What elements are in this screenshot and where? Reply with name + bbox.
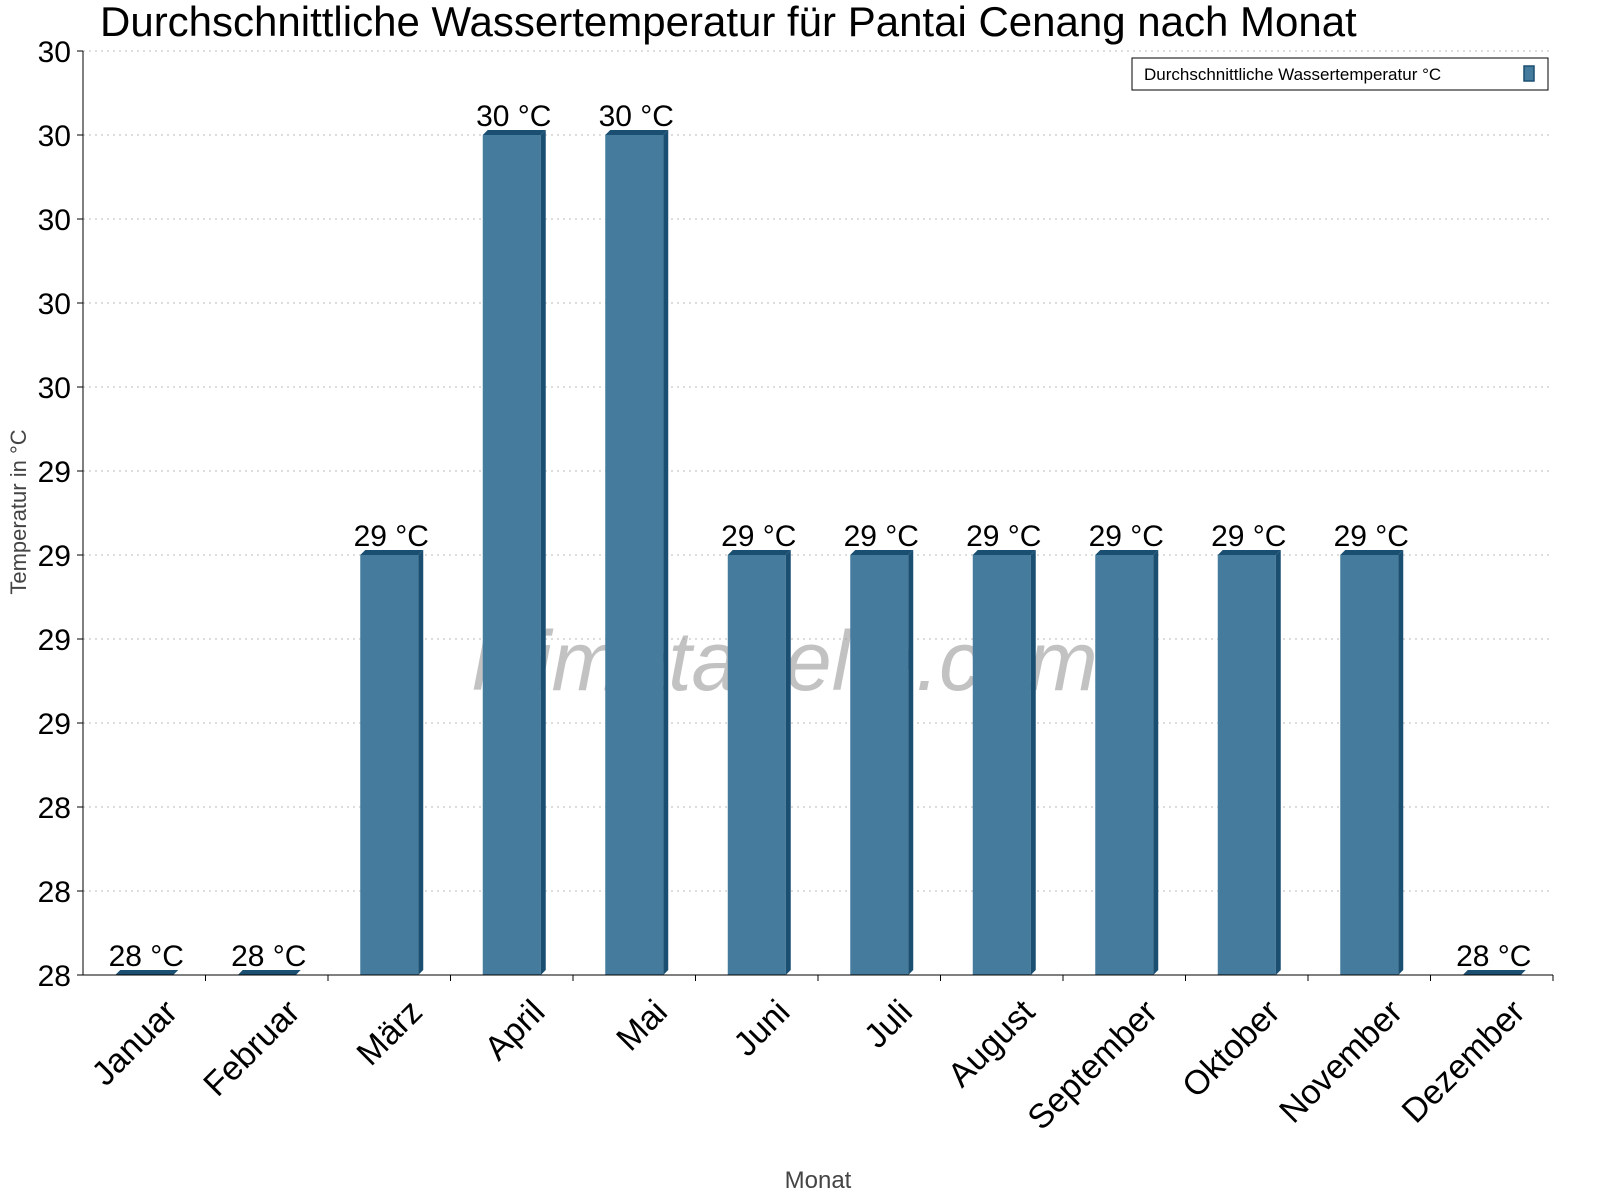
data-label: 28 °C <box>231 940 306 973</box>
bar-face <box>482 135 541 975</box>
bar-top <box>237 970 301 975</box>
bar-side <box>1275 550 1281 975</box>
x-tick-label: Mai <box>609 993 675 1059</box>
bar-side <box>540 130 546 975</box>
bar-top <box>115 970 179 975</box>
x-tick-label: Februar <box>196 993 307 1104</box>
y-tick-label: 30 <box>38 204 71 237</box>
bars: 28 °C 28 °C 29 °C 30 °C 30 °C 29 °C 29 °C 29 °C… <box>109 100 1531 975</box>
y-tick-label: 29 <box>38 708 71 741</box>
legend-swatch <box>1523 65 1535 82</box>
bar-januar: 28 °C <box>109 940 184 975</box>
bar-top <box>1095 550 1159 555</box>
grid-lines <box>83 50 1553 892</box>
bar-side <box>785 550 791 975</box>
y-tick-label: 29 <box>38 456 71 489</box>
x-tick-label: Juni <box>726 993 797 1064</box>
bar-februar: 28 °C <box>231 940 306 975</box>
data-label: 29 °C <box>966 520 1041 553</box>
bar-side <box>908 550 914 975</box>
y-tick-label: 30 <box>38 36 71 69</box>
data-label: 30 °C <box>599 100 674 133</box>
bar-face <box>1095 555 1154 975</box>
y-tick-label: 28 <box>38 876 71 909</box>
x-axis-label: Monat <box>785 1167 852 1194</box>
bar-face <box>605 135 664 975</box>
legend-box <box>1131 57 1549 91</box>
bar-oktober: 29 °C <box>1211 520 1286 975</box>
bar-top <box>850 550 914 555</box>
data-label: 28 °C <box>1456 940 1531 973</box>
bar-top <box>972 550 1036 555</box>
x-tick-label: März <box>350 993 430 1073</box>
chart-title: Durchschnittliche Wassertemperatur für P… <box>100 0 1357 45</box>
y-tick-label: 30 <box>38 288 71 321</box>
bar-september: 29 °C <box>1089 520 1164 975</box>
x-tick-label: August <box>941 992 1043 1094</box>
y-tick-label: 28 <box>38 792 71 825</box>
data-label: 29 °C <box>721 520 796 553</box>
data-label: 29 °C <box>1334 520 1409 553</box>
x-tick-label: Juli <box>857 993 920 1056</box>
y-tick-label: 30 <box>38 372 71 405</box>
x-tick-label: Oktober <box>1175 993 1287 1105</box>
x-tick-label: Dezember <box>1395 993 1533 1131</box>
bar-juli: 29 °C <box>844 520 919 975</box>
x-tick-label: November <box>1272 993 1410 1131</box>
data-label: 29 °C <box>844 520 919 553</box>
y-axis-label: Temperatur in °C <box>6 429 31 594</box>
bar-side <box>663 130 669 975</box>
bar-april: 30 °C <box>476 100 551 975</box>
bar-side <box>418 550 424 975</box>
y-tick-label: 29 <box>38 540 71 573</box>
bar-top <box>1217 550 1281 555</box>
bar-face <box>360 555 419 975</box>
bar-märz: 29 °C <box>354 520 429 975</box>
data-label: 29 °C <box>354 520 429 553</box>
bar-side <box>1030 550 1036 975</box>
x-tick-label: Januar <box>84 993 184 1093</box>
bar-dezember: 28 °C <box>1456 940 1531 975</box>
data-label: 28 °C <box>109 940 184 973</box>
y-tick-label: 30 <box>38 120 71 153</box>
x-tick-label: September <box>1020 993 1164 1137</box>
bar-face <box>1340 555 1399 975</box>
bar-mai: 30 °C <box>599 100 674 975</box>
bar-top <box>605 130 669 135</box>
legend: Durchschnittliche Wassertemperatur °C <box>1131 57 1549 91</box>
bar-face <box>850 555 909 975</box>
legend-label: Durchschnittliche Wassertemperatur °C <box>1144 65 1441 84</box>
bar-top <box>360 550 424 555</box>
y-tick-label: 29 <box>38 624 71 657</box>
data-label: 29 °C <box>1089 520 1164 553</box>
bar-side <box>1153 550 1159 975</box>
bar-face <box>972 555 1031 975</box>
bar-top <box>727 550 791 555</box>
bar-side <box>1398 550 1404 975</box>
bar-november: 29 °C <box>1334 520 1409 975</box>
bar-top <box>1462 970 1526 975</box>
bar-face <box>727 555 786 975</box>
bar-juni: 29 °C <box>721 520 796 975</box>
bar-top <box>482 130 546 135</box>
data-label: 30 °C <box>476 100 551 133</box>
bar-top <box>1340 550 1404 555</box>
x-tick-label: April <box>477 993 552 1068</box>
data-label: 29 °C <box>1211 520 1286 553</box>
bar-face <box>1217 555 1276 975</box>
bar-august: 29 °C <box>966 520 1041 975</box>
y-tick-label: 28 <box>38 960 71 993</box>
